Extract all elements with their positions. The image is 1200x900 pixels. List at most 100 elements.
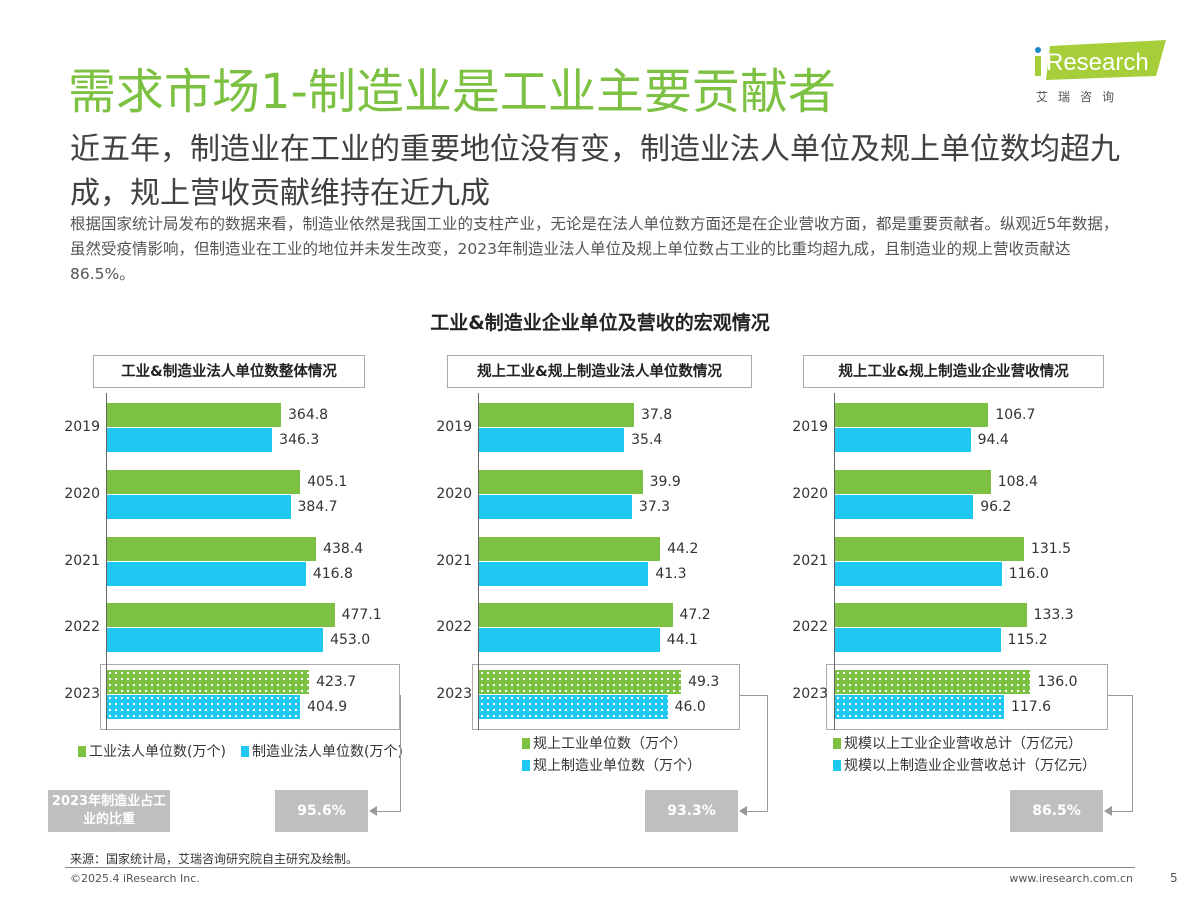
legend-label: 规模以上制造业企业营收总计（万亿元） [844,758,1096,774]
year-tick-label: 2022 [64,619,100,635]
legend-item: 工业法人单位数(万个) [78,741,226,761]
data-label: 131.5 [1030,541,1072,557]
data-label: 46.0 [674,699,706,715]
year-tick-label: 2022 [436,619,472,635]
data-label: 133.3 [1033,607,1074,623]
industry-bar [835,470,991,494]
data-label: 384.7 [297,499,338,515]
connector-line [400,695,401,812]
slide-title: 需求市场1-制造业是工业主要贡献者 [68,64,836,120]
legend-label: 规上制造业单位数（万个） [533,758,701,774]
industry-bar [479,537,661,561]
legend-swatch [522,760,530,771]
industry-bar [835,670,1031,694]
data-label: 115.2 [1007,632,1048,648]
industry-bar [107,603,335,627]
industry-bar [107,537,317,561]
highlight-2023-box [100,664,400,730]
manufacturing-bar [479,495,632,519]
manufacturing-bar [107,495,291,519]
data-label: 41.3 [655,566,687,582]
legend-item: 规模以上工业企业营收总计（万亿元） [833,733,1082,753]
connector-line [740,811,768,812]
data-label: 35.4 [631,432,663,448]
year-tick-label: 2020 [792,486,828,502]
slide-description: 根据国家统计局发布的数据来看，制造业依然是我国工业的支柱产业，无论是在法人单位数… [70,215,1119,283]
year-tick-label: 2023 [436,686,472,702]
industry-bar [107,670,310,694]
industry-bar [835,537,1024,561]
data-label: 405.1 [307,474,348,490]
year-tick-label: 2021 [436,553,472,569]
legend-swatch [522,738,530,749]
manufacturing-bar [479,562,649,586]
arrow-left-icon [1104,806,1112,816]
highlight-2023-box [826,664,1108,730]
share-label-box: 2023年制造业占工业的比重 [48,790,170,832]
share-value-box: 95.6% [275,790,368,832]
manufacturing-bar [835,628,1001,652]
data-label: 49.3 [688,674,720,690]
manufacturing-bar [835,495,974,519]
share-value-box: 93.3% [645,790,738,832]
year-tick-label: 2021 [64,553,100,569]
year-tick-label: 2020 [436,486,472,502]
data-label: 416.8 [312,566,353,582]
svg-text:艾瑞咨询: 艾瑞咨询 [1036,89,1124,104]
highlight-2023-box [472,664,740,730]
svg-text:Research: Research [1046,49,1149,76]
legend-item: 规上工业单位数（万个） [522,733,687,753]
data-label: 39.9 [649,474,681,490]
data-label: 44.2 [667,541,699,557]
data-label: 47.2 [679,607,711,623]
data-label: 96.2 [980,499,1012,515]
data-label: 404.9 [307,699,348,715]
y-axis-line [834,393,835,730]
footer-divider [65,867,1135,868]
y-axis-line [106,393,107,730]
year-tick-label: 2023 [792,686,828,702]
legend-swatch [78,746,86,757]
share-value-box: 86.5% [1010,790,1103,832]
year-tick-label: 2022 [792,619,828,635]
industry-bar [835,603,1027,627]
manufacturing-bar [107,562,306,586]
data-label: 94.4 [977,432,1009,448]
manufacturing-bar [107,628,324,652]
year-tick-label: 2020 [64,486,100,502]
y-axis-line [478,393,479,730]
industry-bar [479,403,634,427]
manufacturing-bar [835,695,1004,719]
panel-title: 规上工业&规上制造业企业营收情况 [803,355,1104,388]
legend-item: 制造业法人单位数(万个) [241,741,403,761]
year-tick-label: 2021 [792,553,828,569]
legend-item: 规模以上制造业企业营收总计（万亿元） [833,755,1096,775]
manufacturing-bar [479,628,660,652]
panel-title: 工业&制造业法人单位数整体情况 [93,355,365,388]
arrow-left-icon [739,806,747,816]
data-label: 37.3 [638,499,671,515]
year-tick-label: 2019 [436,419,472,435]
year-tick-label: 2019 [792,419,828,435]
legend-item: 规上制造业单位数（万个） [522,755,701,775]
website-link[interactable]: www.iresearch.com.cn [1009,872,1133,885]
data-label: 37.8 [640,407,673,423]
data-label: 108.4 [997,474,1038,490]
legend-swatch [833,760,841,771]
industry-bar [479,470,643,494]
connector-line [1108,695,1133,812]
industry-bar [835,403,989,427]
panel-title: 规上工业&规上制造业法人单位数情况 [447,355,752,388]
manufacturing-bar [835,562,1002,586]
manufacturing-bar [107,428,273,452]
manufacturing-bar [107,695,301,719]
connector-line [740,695,768,812]
connector-line [370,811,400,812]
overall-chart-title: 工业&制造业企业单位及营收的宏观情况 [430,312,770,334]
data-label: 453.0 [330,632,371,648]
year-tick-label: 2023 [64,686,100,702]
data-label: 106.7 [995,407,1036,423]
industry-bar [479,670,682,694]
data-label: 477.1 [341,607,382,623]
